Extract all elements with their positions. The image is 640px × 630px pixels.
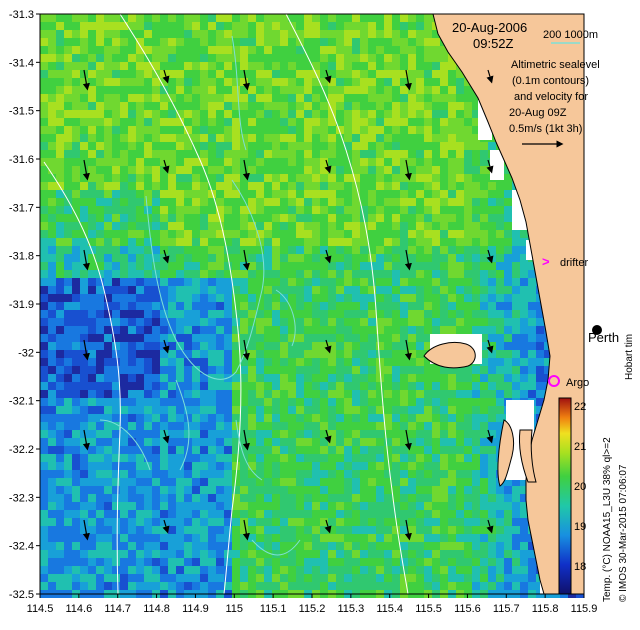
- velocity-arrow: [404, 429, 412, 451]
- velocity-arrow: [242, 159, 250, 181]
- drifter-marker: >: [542, 254, 550, 269]
- colorbar-tick-label: 22: [574, 401, 586, 413]
- velocity-arrow: [324, 339, 332, 354]
- velocity-arrow: [404, 339, 412, 361]
- velocity-arrow: [162, 519, 170, 534]
- velocity-arrow: [324, 429, 332, 444]
- velocity-arrow: [324, 519, 332, 534]
- velocity-arrow: [324, 249, 332, 264]
- description-line-3: and velocity for: [514, 91, 588, 103]
- velocity-arrow: [82, 429, 90, 451]
- time-label: 09:52Z: [473, 36, 514, 51]
- y-tick-label: -31.5: [9, 106, 34, 118]
- velocity-arrow: [82, 519, 90, 541]
- sealevel-contours: [99, 35, 301, 556]
- velocity-arrow: [162, 69, 170, 84]
- perth-label: Perth: [588, 330, 619, 345]
- velocity-arrow: [324, 69, 332, 84]
- colorbar-ticks: 22 21 20 19 18: [574, 401, 586, 573]
- x-tick-label: 115.7: [493, 603, 520, 615]
- x-tick-label: 115.1: [260, 603, 287, 615]
- colorbar-tick-label: 18: [574, 561, 586, 573]
- velocity-arrow: [404, 159, 412, 181]
- velocity-arrow: [486, 159, 494, 174]
- x-tick-label: 115: [226, 603, 244, 615]
- velocity-arrow: [486, 339, 494, 354]
- velocity-arrow: [242, 429, 250, 451]
- description-line-4: 20-Aug 09Z: [509, 107, 567, 119]
- velocity-arrow: [162, 249, 170, 264]
- velocity-arrow: [486, 69, 494, 84]
- x-tick-label: 115.5: [415, 603, 442, 615]
- date-label: 20-Aug-2006: [452, 20, 527, 35]
- velocity-arrow: [486, 249, 494, 264]
- velocity-arrow: [82, 339, 90, 361]
- y-tick-label: -31.6: [9, 154, 34, 166]
- x-tick-label: 114.8: [143, 603, 170, 615]
- y-tick-label: -32.4: [9, 541, 34, 553]
- y-tick-label: -32: [18, 347, 34, 359]
- velocity-arrow: [404, 69, 412, 91]
- hobart-label: Hobart tim: [624, 334, 635, 380]
- x-axis: 114.5 114.6 114.7 114.8 114.9 115 115.1 115.2 11…: [27, 594, 598, 615]
- x-tick-label: 114.6: [65, 603, 92, 615]
- x-tick-label: 114.5: [27, 603, 54, 615]
- colorbar-tick-label: 19: [574, 521, 586, 533]
- velocity-arrow: [162, 159, 170, 174]
- colorbar: [558, 397, 572, 595]
- drifter-label: drifter: [560, 257, 588, 269]
- rottnest-island: [423, 342, 476, 369]
- y-tick-label: -32.2: [9, 444, 34, 456]
- x-tick-label: 115.8: [532, 603, 559, 615]
- y-tick-label: -31.3: [9, 9, 34, 21]
- description-line-5: 0.5m/s (1kt 3h): [509, 123, 582, 135]
- coastline: [432, 13, 551, 595]
- velocity-arrow: [242, 69, 250, 91]
- x-tick-label: 115.2: [299, 603, 326, 615]
- velocity-arrow: [486, 429, 494, 444]
- y-tick-label: -31.4: [9, 57, 34, 69]
- y-tick-label: -32.3: [9, 492, 34, 504]
- isobaths: [43, 13, 409, 595]
- description-line-2: (0.1m contours): [512, 75, 589, 87]
- y-tick-label: -31.7: [9, 202, 34, 214]
- velocity-arrow: [82, 159, 90, 181]
- cockburn-sound-shore: [519, 429, 537, 483]
- velocity-arrows: [82, 69, 494, 541]
- y-tick-label: -32.5: [9, 589, 34, 601]
- y-axis: -31.3 -31.4 -31.5 -31.6 -31.7 -31.8 -31.9 -32 -3…: [9, 9, 40, 601]
- x-tick-label: 115.9: [571, 603, 598, 615]
- velocity-arrow: [404, 519, 412, 541]
- colorbar-tick-label: 21: [574, 441, 586, 453]
- x-tick-label: 114.7: [104, 603, 131, 615]
- y-tick-label: -31.8: [9, 251, 34, 263]
- imos-label: © IMOS 30-Mar-2015 07:06:07: [618, 464, 629, 602]
- land-mass: [426, 14, 584, 594]
- x-tick-label: 115.4: [376, 603, 403, 615]
- colorbar-tick-label: 20: [574, 481, 586, 493]
- velocity-arrow: [324, 159, 332, 174]
- velocity-arrow: [404, 249, 412, 271]
- velocity-arrow: [162, 339, 170, 354]
- x-tick-label: 114.9: [182, 603, 209, 615]
- x-tick-label: 115.3: [337, 603, 364, 615]
- velocity-arrow: [82, 249, 90, 271]
- y-tick-label: -32.1: [9, 396, 34, 408]
- argo-label: Argo: [566, 377, 589, 389]
- scale-label: 200 1000m: [543, 29, 598, 41]
- argo-marker: [548, 375, 560, 387]
- velocity-arrow: [242, 339, 250, 361]
- velocity-arrow: [486, 519, 494, 534]
- velocity-arrow: [162, 429, 170, 444]
- velocity-arrow: [82, 69, 90, 91]
- x-tick-label: 115.6: [454, 603, 481, 615]
- description-line-1: Altimetric sealevel: [511, 59, 600, 71]
- y-tick-label: -31.9: [9, 299, 34, 311]
- credit-label: Temp. (°C) NOAA15_L3U 38% ql>=2: [602, 437, 613, 602]
- velocity-arrow: [242, 249, 250, 271]
- perth-marker: [592, 325, 602, 335]
- velocity-arrow: [242, 519, 250, 541]
- garden-island: [497, 419, 515, 487]
